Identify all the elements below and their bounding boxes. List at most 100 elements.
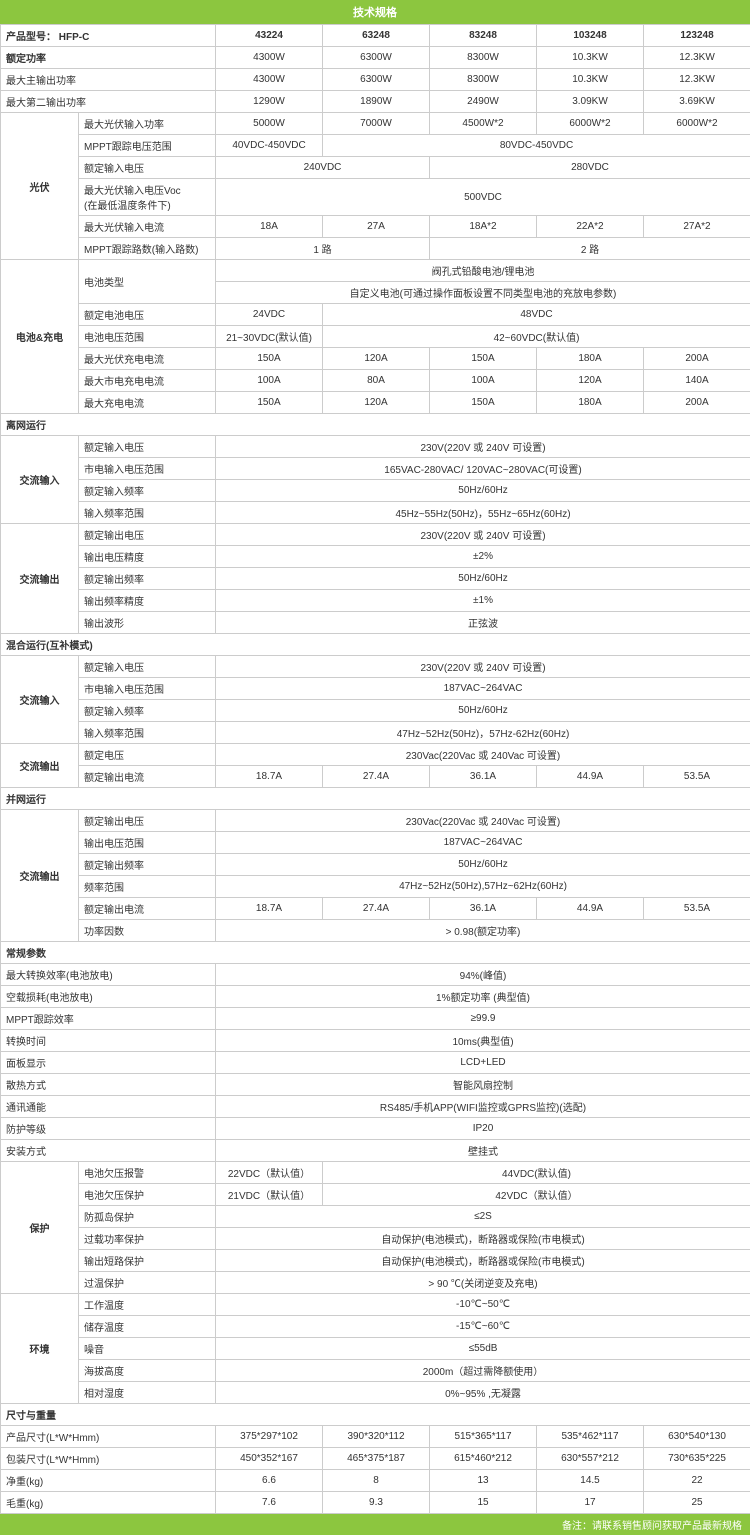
cell: 1890W (323, 91, 430, 113)
cell: 6.6 (216, 1470, 323, 1492)
row-label: 电池欠压保护 (79, 1184, 216, 1206)
cell: 390*320*112 (323, 1426, 430, 1448)
cell: 12.3KW (644, 69, 750, 91)
cell: 150A (430, 392, 537, 414)
cell: 10.3KW (537, 47, 644, 69)
section-ongrid: 并网运行 (1, 788, 750, 810)
cell: 48VDC (323, 304, 750, 326)
row-label: 安装方式 (1, 1140, 216, 1162)
cell: 智能风扇控制 (216, 1074, 750, 1096)
cell: 100A (430, 370, 537, 392)
cell: 3.69KW (644, 91, 750, 113)
cell: 1 路 (216, 238, 430, 260)
section-hybrid: 混合运行(互补模式) (1, 634, 750, 656)
cell: 2 路 (430, 238, 750, 260)
cell: 7000W (323, 113, 430, 135)
cell: 6000W*2 (644, 113, 750, 135)
cell: 180A (537, 392, 644, 414)
cell: 1290W (216, 91, 323, 113)
cell: 4500W*2 (430, 113, 537, 135)
cell: 200A (644, 348, 750, 370)
cell: 100A (216, 370, 323, 392)
row-label: 额定电压 (79, 744, 216, 766)
cell: 47Hz~52Hz(50Hz),57Hz~62Hz(60Hz) (216, 876, 750, 898)
cell: 22A*2 (537, 216, 644, 238)
group-acout: 交流输出 (1, 524, 79, 634)
row-label: 最大光伏输入电流 (79, 216, 216, 238)
model-0: 43224 (216, 25, 323, 47)
cell: > 90 ℃(关闭逆变及充电) (216, 1272, 750, 1294)
row-label: 最大第二输出功率 (1, 91, 216, 113)
cell: ≤55dB (216, 1338, 750, 1360)
cell: 44.9A (537, 898, 644, 920)
row-label: 市电输入电压范围 (79, 458, 216, 480)
row-label: 额定电池电压 (79, 304, 216, 326)
cell: 165VAC-280VAC/ 120VAC~280VAC(可设置) (216, 458, 750, 480)
model-label: 产品型号： HFP-C (1, 25, 216, 47)
row-label: 最大充电电流 (79, 392, 216, 414)
group-pv: 光伏 (1, 113, 79, 260)
cell: 150A (430, 348, 537, 370)
row-label: 最大市电充电电流 (79, 370, 216, 392)
cell: 50Hz/60Hz (216, 854, 750, 876)
cell: 280VDC (430, 157, 750, 179)
model-3: 103248 (537, 25, 644, 47)
cell: 10.3KW (537, 69, 644, 91)
cell: 18.7A (216, 898, 323, 920)
cell: 40VDC-450VDC (216, 135, 323, 157)
cell: -10℃~50℃ (216, 1294, 750, 1316)
cell: 0%~95% ,无凝露 (216, 1382, 750, 1404)
group-protection: 保护 (1, 1162, 79, 1294)
model-4: 123248 (644, 25, 750, 47)
row-label: 频率范围 (79, 876, 216, 898)
row-label: 电池欠压报警 (79, 1162, 216, 1184)
model-1: 63248 (323, 25, 430, 47)
row-label: 额定输入频率 (79, 480, 216, 502)
cell: 36.1A (430, 766, 537, 788)
cell: 53.5A (644, 898, 750, 920)
cell: 515*365*117 (430, 1426, 537, 1448)
cell: 230Vac(220Vac 或 240Vac 可设置) (216, 810, 750, 832)
row-label: 输出波形 (79, 612, 216, 634)
cell: 500VDC (216, 179, 750, 216)
row-label: 额定输出频率 (79, 854, 216, 876)
row-label: 电池电压范围 (79, 326, 216, 348)
cell: 230Vac(220Vac 或 240Vac 可设置) (216, 744, 750, 766)
cell: 18A (216, 216, 323, 238)
cell: 22 (644, 1470, 750, 1492)
cell: 21VDC（默认值） (216, 1184, 323, 1206)
cell: 630*557*212 (537, 1448, 644, 1470)
cell: 44.9A (537, 766, 644, 788)
cell: > 0.98(额定功率) (216, 920, 750, 942)
row-label: 通讯通能 (1, 1096, 216, 1118)
section-offgrid: 离网运行 (1, 414, 750, 436)
cell: 80VDC-450VDC (323, 135, 750, 157)
cell: 6300W (323, 69, 430, 91)
cell: ±2% (216, 546, 750, 568)
row-label: 面板显示 (1, 1052, 216, 1074)
row-label: 额定功率 (1, 47, 216, 69)
cell: 6300W (323, 47, 430, 69)
cell: 27.4A (323, 766, 430, 788)
row-label: 额定输入电压 (79, 656, 216, 678)
row-label: 噪音 (79, 1338, 216, 1360)
cell: 2490W (430, 91, 537, 113)
cell: 13 (430, 1470, 537, 1492)
row-label: 额定输入电压 (79, 157, 216, 179)
row-label: 额定输出电压 (79, 810, 216, 832)
cell: 240VDC (216, 157, 430, 179)
cell: 21~30VDC(默认值) (216, 326, 323, 348)
cell: 18.7A (216, 766, 323, 788)
row-label: 产品尺寸(L*W*Hmm) (1, 1426, 216, 1448)
cell: LCD+LED (216, 1052, 750, 1074)
row-label: 额定输出电流 (79, 766, 216, 788)
cell: 27A (323, 216, 430, 238)
row-label: 输出电压范围 (79, 832, 216, 854)
group-acin: 交流输入 (1, 436, 79, 524)
row-label: 工作温度 (79, 1294, 216, 1316)
section-general: 常规参数 (1, 942, 750, 964)
cell: 自定义电池(可通过操作面板设置不同类型电池的充放电参数) (216, 282, 750, 304)
cell: 正弦波 (216, 612, 750, 634)
cell: 150A (216, 392, 323, 414)
group-acin: 交流输入 (1, 656, 79, 744)
